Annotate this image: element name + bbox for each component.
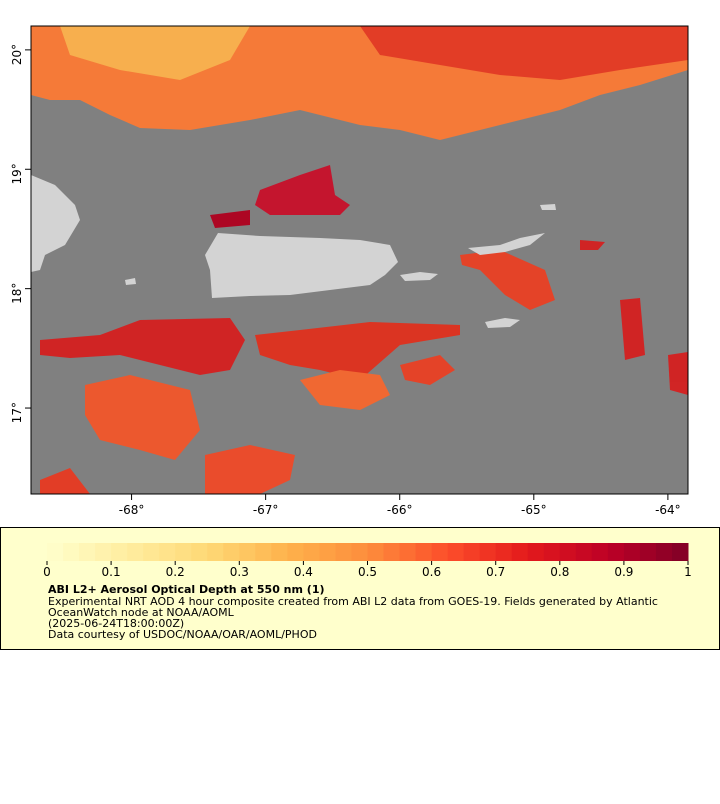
colorbar-cell: [575, 543, 593, 561]
colorbar-cell: [159, 543, 176, 561]
colorbar-cell: [351, 543, 368, 561]
colorbar-tick-label: 0.4: [294, 565, 313, 579]
haze-patch: [300, 370, 390, 410]
x-tick-label: -66°: [387, 503, 413, 517]
colorbar-tick-label: 0.8: [550, 565, 569, 579]
x-tick-label: -68°: [119, 503, 145, 517]
legend-title: ABI L2+ Aerosol Optical Depth at 550 nm …: [48, 583, 325, 596]
x-tick-label: -65°: [521, 503, 547, 517]
haze-patch: [668, 352, 688, 395]
colorbar-tick-label: 0.9: [614, 565, 633, 579]
colorbar-cell: [431, 543, 449, 561]
colorbar-cell: [607, 543, 625, 561]
colorbar-cell: [175, 543, 192, 561]
haze-patch: [85, 375, 200, 460]
mona: [125, 278, 136, 285]
colorbar-cell: [655, 543, 673, 561]
colorbar-cell: [559, 543, 577, 561]
colorbar-cell: [255, 543, 272, 561]
y-tick-label: 18°: [10, 283, 24, 304]
colorbar-cell: [95, 543, 112, 561]
colorbar-tick-label: 0.5: [358, 565, 377, 579]
colorbar-cell: [239, 543, 256, 561]
colorbar-cell: [367, 543, 385, 561]
map-frame: [30, 25, 689, 495]
colorbar-cell: [207, 543, 224, 561]
land: [31, 175, 556, 328]
colorbar-cell: [319, 543, 336, 561]
colorbar-cell: [479, 543, 497, 561]
colorbar-tick-label: 1: [684, 565, 692, 579]
colorbar-cell: [47, 543, 64, 561]
colorbar-cell: [415, 543, 433, 561]
haze-patch: [40, 468, 90, 494]
legend-line: Experimental NRT AOD 4 hour composite cr…: [48, 595, 658, 608]
colorbar-cell: [623, 543, 641, 561]
virgin-islands: [468, 233, 545, 255]
colorbar-cell: [271, 543, 288, 561]
haze-patch: [205, 445, 295, 494]
y-tick-label: 19°: [10, 163, 24, 184]
hispaniola: [31, 175, 80, 272]
colorbar-cell: [287, 543, 304, 561]
colorbar-cell: [143, 543, 160, 561]
anegada: [540, 204, 556, 210]
haze-band: [60, 26, 250, 80]
legend-line: Data courtesy of USDOC/NOAA/OAR/AOML/PHO…: [48, 628, 317, 641]
colorbar-cell: [383, 543, 401, 561]
legend-line: OceanWatch node at NOAA/AOML: [48, 606, 235, 619]
colorbar-cell: [447, 543, 465, 561]
colorbar-cell: [543, 543, 561, 561]
legend-line: (2025-06-24T18:00:00Z): [48, 617, 184, 630]
colorbar-cell: [335, 543, 352, 561]
colorbar-cell: [495, 543, 513, 561]
colorbar-cell: [191, 543, 208, 561]
colorbar-tick-label: 0: [43, 565, 51, 579]
colorbar-cell: [79, 543, 96, 561]
haze-patch: [255, 322, 460, 380]
haze-patch: [40, 318, 245, 375]
colorbar-cell: [303, 543, 320, 561]
colorbar-cell: [671, 543, 689, 561]
haze-patch: [255, 165, 350, 215]
colorbar-cell: [127, 543, 144, 561]
colorbar-tick-label: 0.6: [422, 565, 441, 579]
colorbar-tick-label: 0.2: [166, 565, 185, 579]
haze-patch: [400, 355, 455, 385]
colorbar-tick-label: 0.3: [230, 565, 249, 579]
haze-patch: [620, 298, 645, 360]
colorbar-cell: [511, 543, 529, 561]
st-croix: [485, 318, 520, 328]
colorbar-tick-label: 0.1: [102, 565, 121, 579]
haze-band: [360, 26, 688, 80]
colorbar-tick-label: 0.7: [486, 565, 505, 579]
colorbar-cell: [639, 543, 657, 561]
colorbar-cell: [591, 543, 609, 561]
x-tick-label: -67°: [253, 503, 279, 517]
aerosol-field: [31, 26, 688, 494]
y-tick-label: 17°: [10, 402, 24, 423]
haze-patch: [210, 210, 250, 228]
colorbar-cell: [463, 543, 481, 561]
puerto-rico: [205, 233, 398, 298]
x-tick-label: -64°: [655, 503, 681, 517]
colorbar-cell: [399, 543, 417, 561]
y-tick-label: 20°: [10, 44, 24, 65]
colorbar-cell: [223, 543, 240, 561]
colorbar-cell: [111, 543, 128, 561]
colorbar-cell: [63, 543, 80, 561]
haze-patch: [580, 240, 605, 250]
vieques: [400, 272, 438, 281]
colorbar-cell: [527, 543, 545, 561]
haze-patch: [460, 250, 555, 310]
